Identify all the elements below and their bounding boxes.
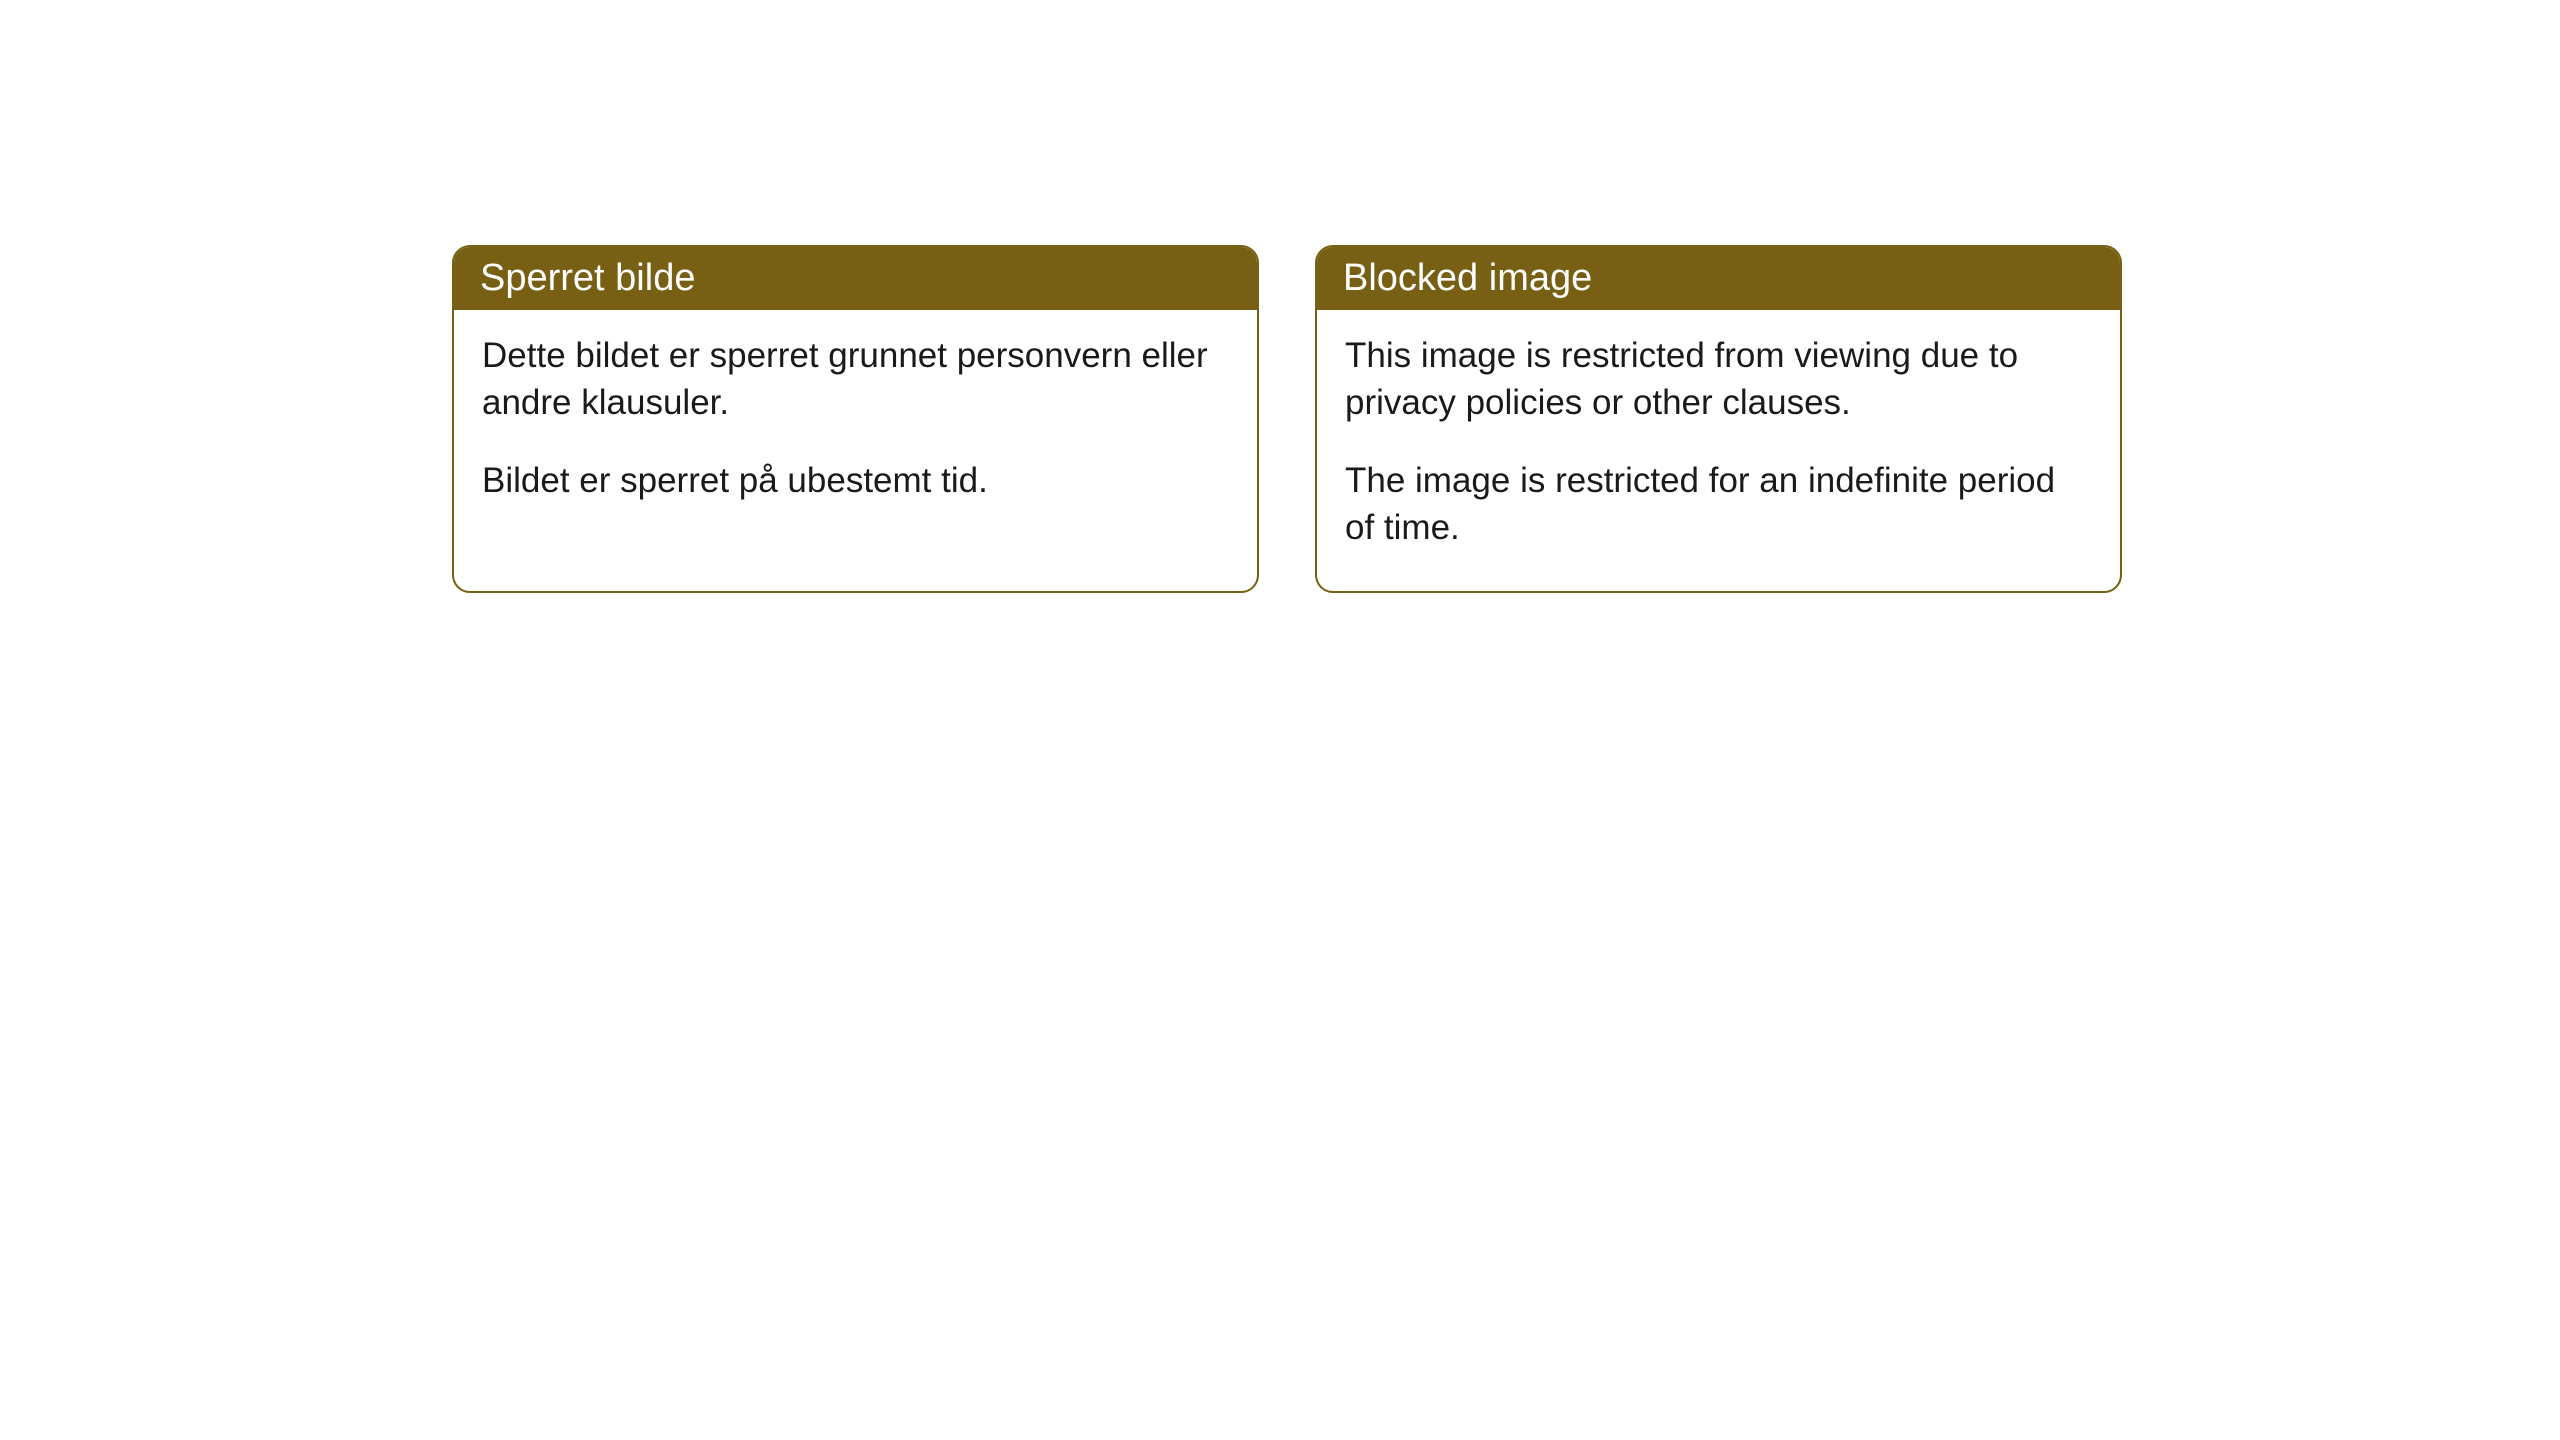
card-header: Sperret bilde	[454, 247, 1257, 310]
card-body: This image is restricted from viewing du…	[1317, 310, 2120, 591]
card-body: Dette bildet er sperret grunnet personve…	[454, 310, 1257, 544]
notice-card-norwegian: Sperret bilde Dette bildet er sperret gr…	[452, 245, 1259, 593]
card-title: Blocked image	[1343, 257, 1592, 299]
card-paragraph: The image is restricted for an indefinit…	[1345, 457, 2092, 552]
card-paragraph: Dette bildet er sperret grunnet personve…	[482, 332, 1229, 427]
card-paragraph: Bildet er sperret på ubestemt tid.	[482, 457, 1229, 504]
notice-cards-container: Sperret bilde Dette bildet er sperret gr…	[452, 245, 2122, 593]
notice-card-english: Blocked image This image is restricted f…	[1315, 245, 2122, 593]
card-title: Sperret bilde	[480, 257, 695, 299]
card-paragraph: This image is restricted from viewing du…	[1345, 332, 2092, 427]
card-header: Blocked image	[1317, 247, 2120, 310]
